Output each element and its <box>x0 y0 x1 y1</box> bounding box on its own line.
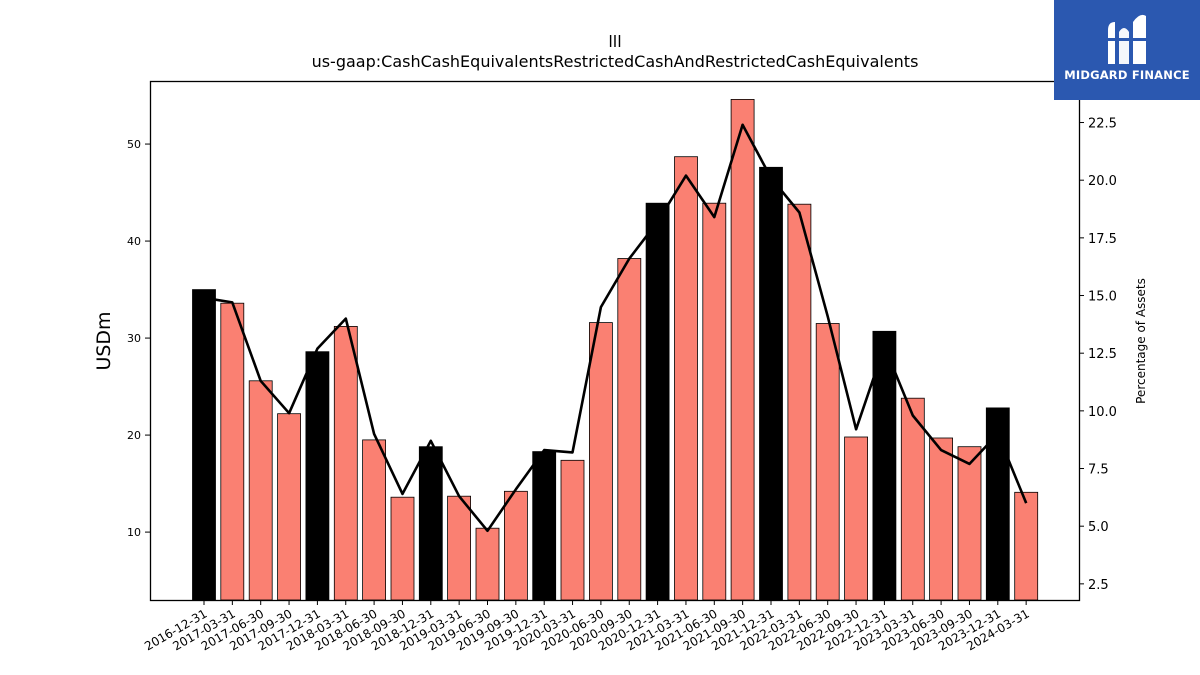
bar-2019-09-30 <box>503 490 528 601</box>
y-tick-label: 10 <box>127 526 141 539</box>
bar-2019-12-31 <box>532 451 557 601</box>
y-axis-label: USDm <box>93 311 115 370</box>
brand-logo: MIDGARD FINANCE <box>1054 0 1200 100</box>
y2-tick-label: 10.0 <box>1088 405 1117 420</box>
y2-tick-label: 7.5 <box>1088 463 1109 478</box>
bar-2024-03-31 <box>1014 491 1039 601</box>
y2-axis-label: Percentage of Assets <box>1134 278 1148 404</box>
bar-2022-09-30 <box>844 436 868 601</box>
y-tick-label: 30 <box>127 332 141 345</box>
percent-of-assets-line <box>203 123 1028 533</box>
line-group <box>203 123 1028 533</box>
bar-2020-06-30 <box>589 322 613 601</box>
y-tick-label: 50 <box>127 138 141 151</box>
y2-tick-label: 12.5 <box>1088 347 1117 362</box>
bar-2018-09-30 <box>390 496 415 601</box>
bar-2023-09-30 <box>957 446 982 601</box>
bar-2021-03-31 <box>674 156 698 601</box>
bars-group <box>192 99 1039 601</box>
y-tick-label: 20 <box>127 429 141 442</box>
bar-2019-06-30 <box>475 527 500 601</box>
y2-tick-label: 20.0 <box>1088 174 1117 189</box>
x-axis: 2016-12-312017-03-312017-06-302017-09-30… <box>142 600 1032 653</box>
bar-2017-06-30 <box>248 380 273 601</box>
y2-tick-label: 22.5 <box>1088 117 1117 132</box>
bar-2020-03-31 <box>560 459 585 601</box>
midgard-logo-icon <box>1108 14 1146 64</box>
bar-2018-06-30 <box>362 439 387 601</box>
y2-tick-label: 15.0 <box>1088 290 1117 305</box>
bar-2018-03-31 <box>333 325 358 601</box>
bar-2017-03-31 <box>220 302 245 601</box>
y-tick-label: 40 <box>127 235 141 248</box>
brand-name: MIDGARD FINANCE <box>1064 68 1190 82</box>
bar-2020-09-30 <box>617 258 642 601</box>
bar-2023-03-31 <box>900 397 925 601</box>
bar-2022-03-31 <box>787 203 812 601</box>
plot-frame <box>149 80 1081 602</box>
bar-2018-12-31 <box>418 446 443 601</box>
bar-2021-12-31 <box>759 166 783 601</box>
bar-2017-09-30 <box>277 413 302 601</box>
y2-tick-label: 17.5 <box>1088 232 1117 247</box>
bar-2020-12-31 <box>645 202 670 601</box>
y-axis-right: 2.5 5.0 7.5 10.0 12.5 15.0 17.5 20.0 22.5 <box>1079 117 1117 593</box>
bar-2021-06-30 <box>702 202 727 601</box>
bar-2017-12-31 <box>305 351 330 601</box>
chart-subtitle: us-gaap:CashCashEquivalentsRestrictedCas… <box>311 52 919 71</box>
bar-2016-12-31 <box>192 289 216 601</box>
bar-2019-03-31 <box>447 495 472 601</box>
chart-title: lll <box>608 32 622 51</box>
bar-2022-06-30 <box>815 323 840 601</box>
y2-tick-label: 5.0 <box>1088 520 1109 535</box>
bar-2021-09-30 <box>730 99 755 601</box>
bar-2023-06-30 <box>929 437 953 601</box>
y2-tick-label: 2.5 <box>1088 578 1109 593</box>
y-axis-left: 10 20 30 40 50 <box>127 138 150 539</box>
